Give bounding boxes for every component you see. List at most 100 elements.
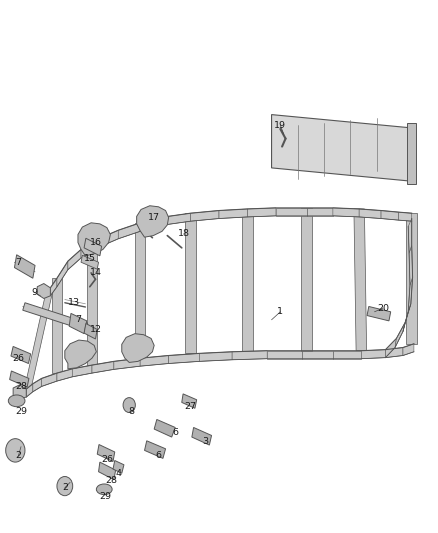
Polygon shape [81,255,99,269]
Polygon shape [247,208,276,217]
Polygon shape [37,284,50,298]
Polygon shape [92,361,114,373]
Polygon shape [219,209,247,219]
Polygon shape [395,322,405,348]
Polygon shape [114,358,140,369]
Text: 6: 6 [172,429,178,437]
Polygon shape [403,304,411,332]
Polygon shape [99,230,118,247]
Polygon shape [361,350,385,359]
Polygon shape [84,324,97,339]
Polygon shape [72,365,92,377]
Text: 15: 15 [84,254,96,263]
Text: 12: 12 [89,325,102,334]
Circle shape [6,439,25,462]
Polygon shape [385,348,403,358]
Polygon shape [99,462,116,480]
Text: 2: 2 [62,483,68,492]
Text: 7: 7 [15,258,21,266]
Text: 7: 7 [75,316,81,324]
Polygon shape [137,206,169,237]
Polygon shape [333,351,361,359]
Polygon shape [140,356,169,366]
Text: 28: 28 [106,477,118,485]
Polygon shape [164,213,191,225]
Text: 20: 20 [377,304,389,312]
Circle shape [123,398,135,413]
Text: 26: 26 [12,354,25,362]
Polygon shape [407,123,416,184]
Polygon shape [113,461,124,473]
Polygon shape [408,219,412,253]
Polygon shape [84,238,102,256]
Text: 28: 28 [15,382,27,391]
Text: 16: 16 [90,238,102,247]
Polygon shape [403,344,414,356]
Text: 17: 17 [148,213,160,222]
Polygon shape [69,313,87,334]
Polygon shape [13,385,26,399]
Polygon shape [242,209,253,352]
Polygon shape [169,353,199,364]
Polygon shape [182,394,197,408]
Text: 18: 18 [178,229,190,238]
Text: 14: 14 [89,269,102,277]
Text: 4: 4 [115,469,121,478]
Polygon shape [406,213,417,344]
Text: 8: 8 [128,407,134,416]
Text: 26: 26 [101,455,113,464]
Text: 1: 1 [277,308,283,316]
Polygon shape [50,278,57,296]
Polygon shape [302,351,333,359]
Text: 29: 29 [99,492,111,501]
Text: 3: 3 [202,437,208,446]
Polygon shape [154,419,175,437]
Polygon shape [42,373,57,386]
Polygon shape [333,208,359,217]
Polygon shape [26,384,33,397]
Polygon shape [23,303,88,330]
Text: 2: 2 [15,451,21,460]
Polygon shape [57,261,68,287]
Polygon shape [14,255,35,278]
Polygon shape [276,208,307,216]
Ellipse shape [8,395,25,407]
Polygon shape [301,208,312,351]
Text: 9: 9 [31,288,37,296]
Polygon shape [408,277,413,312]
Polygon shape [81,239,99,258]
Polygon shape [409,245,413,285]
Polygon shape [267,351,302,359]
Polygon shape [399,212,412,221]
Polygon shape [10,371,29,387]
Polygon shape [367,306,391,321]
Polygon shape [381,211,399,220]
Polygon shape [232,351,267,360]
Polygon shape [122,334,154,362]
Text: 27: 27 [184,402,197,410]
Ellipse shape [96,484,112,495]
Polygon shape [354,209,367,351]
Polygon shape [97,445,115,462]
Polygon shape [135,223,145,358]
Polygon shape [52,278,62,373]
Circle shape [57,477,73,496]
Polygon shape [199,352,232,361]
Polygon shape [68,249,81,270]
Polygon shape [385,338,396,358]
Polygon shape [140,217,164,231]
Polygon shape [307,208,333,216]
Polygon shape [57,369,72,381]
Text: 13: 13 [67,298,80,307]
Polygon shape [78,223,110,256]
Polygon shape [359,209,381,219]
Polygon shape [272,115,412,181]
Polygon shape [118,223,140,239]
Polygon shape [33,378,42,392]
Polygon shape [185,213,196,353]
Polygon shape [145,441,166,458]
Polygon shape [11,346,31,364]
Text: 19: 19 [274,121,286,130]
Polygon shape [192,427,212,445]
Polygon shape [24,292,53,390]
